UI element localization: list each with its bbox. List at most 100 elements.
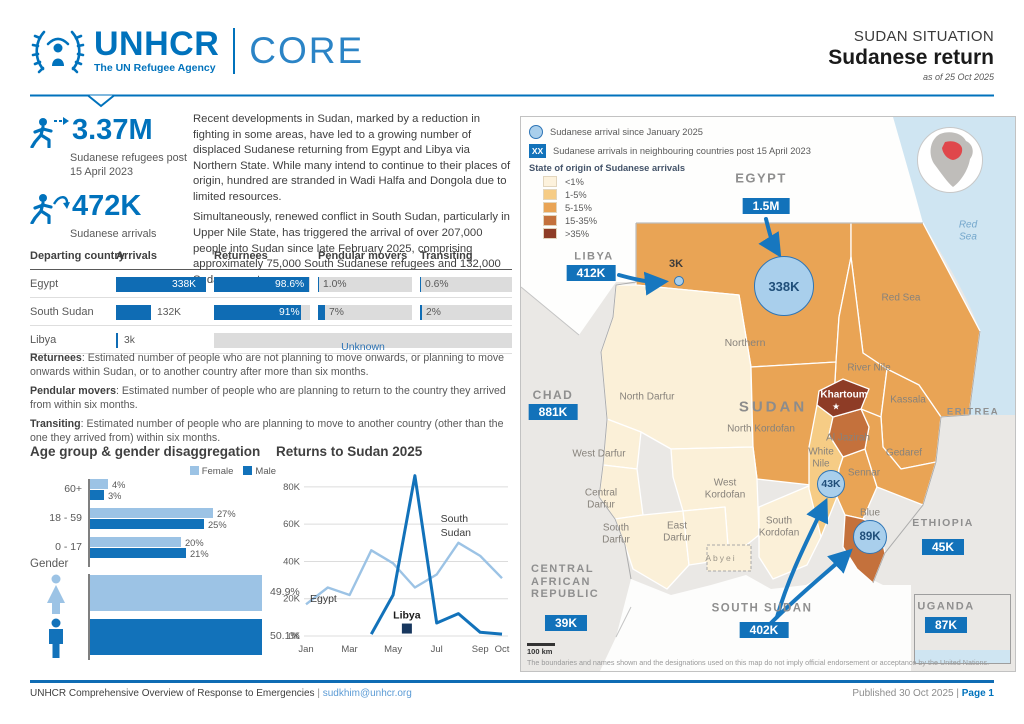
map-badge-39k: 39K: [544, 615, 588, 631]
map-badge-402k: 402K: [739, 622, 789, 638]
transiting-value: 0.6%: [425, 279, 449, 290]
state-label-north-kordofan: North Kordofan: [727, 423, 795, 435]
intro-paragraph-1: Recent developments in Sudan, marked by …: [193, 113, 511, 203]
unhcr-emblem-icon: [31, 30, 85, 74]
legend-class-swatch: [543, 228, 557, 239]
legend-choropleth-title: State of origin of Sudanese arrivals: [529, 163, 686, 173]
legend-arrival-row: Sudanese arrival since January 2025: [529, 125, 859, 139]
legend-xx-row: XX Sudanese arrivals in neighbouring cou…: [529, 144, 859, 158]
arrival-circle-3k: [674, 276, 684, 286]
legend-class-row: >35%: [543, 228, 859, 239]
age-gender-chart: Female Male 60+ 4% 3% 18 - 59 27% 25% 0 - 17 20% 2…: [30, 466, 278, 572]
footer-right: Published 30 Oct 2025 | Page 1: [852, 688, 994, 699]
pendular-bar: [318, 277, 319, 292]
svg-text:South: South: [441, 513, 469, 525]
legend-class-label: 15-35%: [565, 215, 598, 226]
svg-text:Jul: Jul: [431, 644, 443, 655]
state-label-south-darfur: South Darfur: [602, 522, 630, 546]
person-returning-arrow-icon: [30, 194, 70, 224]
state-label-al-jazirah: Al Jazirah: [826, 432, 870, 444]
state-label-west-darfur: West Darfur: [572, 448, 626, 460]
age-gender-chart-title: Age group & gender disaggregation: [30, 444, 261, 459]
legend-swatch: [189, 466, 199, 475]
definition-term: Returnees: [30, 352, 82, 364]
gender-axis: [88, 574, 90, 660]
returnees-bar: [214, 305, 301, 320]
svg-text:40K: 40K: [283, 556, 301, 567]
page-number: Page 1: [961, 688, 994, 699]
definition-pendular: Pendular movers: Estimated number of peo…: [30, 385, 514, 413]
arrivals-value: 3k: [124, 335, 135, 346]
row-country-label: Libya: [30, 334, 57, 346]
contact-email-link[interactable]: sudkhim@unhcr.org: [322, 688, 412, 699]
definition-text: : Estimated number of people who are pla…: [30, 417, 504, 444]
map-disclaimer: The boundaries and names shown and the d…: [527, 658, 990, 667]
svg-text:0K: 0K: [288, 631, 300, 642]
arrivals-value: 132K: [157, 307, 182, 318]
arrivals-value: 338K: [172, 279, 197, 290]
country-label-central-african-republic: CENTRAL AFRICAN REPUBLIC: [531, 563, 600, 601]
gender-chart: Gender 49.9% 50.1%: [30, 558, 300, 670]
legend-class-row: <1%: [543, 176, 859, 187]
returnees-value: 91%: [279, 307, 300, 318]
row-country-label: South Sudan: [30, 306, 94, 318]
table-row: Egypt 338K 98.6% 1.0% 0.6%: [30, 271, 512, 298]
capital-label-khartoum: Khartoum: [820, 389, 868, 401]
legend-arrival-label: Sudanese arrival since January 2025: [550, 127, 703, 137]
legend-class-label: 1-5%: [565, 189, 587, 200]
pendular-bar: [318, 305, 325, 320]
age-bar-value: 4%: [112, 480, 126, 490]
row-country-label: Egypt: [30, 278, 59, 290]
map-badge-1.5m: 1.5M: [742, 198, 790, 214]
legend-class-swatch: [543, 215, 557, 226]
age-category-label: 60+: [64, 483, 82, 495]
transiting-track: [420, 305, 512, 320]
red-sea-water: [893, 117, 1015, 415]
age-bar-female: [90, 508, 213, 518]
legend-xx-label: Sudanese arrivals in neighbouring countr…: [553, 146, 811, 156]
map-badge-412k: 412K: [566, 265, 616, 281]
footer-org-text: UNHCR Comprehensive Overview of Response…: [30, 688, 315, 699]
gender-bar: [90, 575, 262, 611]
footer-separator: |: [956, 688, 959, 699]
intro-paragraph-2: Simultaneously, renewed conflict in Sout…: [193, 211, 510, 285]
arrival-circle-label: 3K: [668, 258, 684, 270]
capital-star-icon: ★: [831, 401, 841, 412]
svg-text:Sep: Sep: [472, 644, 489, 655]
returns-line-chart: 0K 20K 40K 60K 80K Jan Mar May Jul Sep Oct Egypt Sou…: [272, 460, 514, 667]
age-bar-female: [90, 537, 181, 547]
age-bar-value: 20%: [185, 538, 204, 548]
age-chart-axis: [88, 479, 90, 567]
arrival-circle-89k: 89K: [853, 520, 887, 554]
svg-text:80K: 80K: [283, 482, 301, 493]
svg-text:Egypt: Egypt: [310, 593, 337, 605]
map-badge-87k: 87K: [924, 617, 968, 633]
column-header: Departing country: [30, 250, 125, 262]
as-of-date: as of 25 Oct 2025: [922, 72, 994, 82]
pendular-value: 1.0%: [323, 279, 347, 290]
svg-text:May: May: [384, 644, 402, 655]
map-scalebar: 100 km: [527, 643, 555, 656]
country-label-south-sudan: SOUTH SUDAN: [711, 602, 813, 615]
age-bar-value: 21%: [190, 549, 209, 559]
legend-class-label: 5-15%: [565, 202, 592, 213]
uganda-lake-area: [915, 650, 1010, 663]
footer: UNHCR Comprehensive Overview of Response…: [30, 688, 994, 699]
state-label-sudan: SUDAN: [738, 398, 808, 416]
svg-text:20K: 20K: [283, 594, 301, 605]
age-bar-value: 3%: [108, 491, 122, 501]
column-header: Returnees: [214, 250, 268, 262]
sudan-map: Sudanese arrival since January 2025 XX S…: [520, 116, 1016, 672]
returns-chart-title: Returns to Sudan 2025: [276, 444, 423, 459]
definition-transiting: Transiting: Estimated number of people w…: [30, 418, 514, 446]
table-row: South Sudan 132K 91% 7% 2%: [30, 299, 512, 326]
arrivals-bar: [116, 305, 151, 320]
definition-term: Pendular movers: [30, 384, 116, 397]
state-label-kassala: Kassala: [890, 394, 926, 406]
footer-separator: |: [317, 688, 320, 699]
water-label-red-sea: Red Sea: [958, 219, 978, 243]
age-bar-male: [90, 519, 204, 529]
svg-text:Jan: Jan: [298, 644, 313, 655]
page-title: Sudanese return: [828, 46, 994, 69]
state-label-west-kordofan: West Kordofan: [704, 477, 746, 501]
